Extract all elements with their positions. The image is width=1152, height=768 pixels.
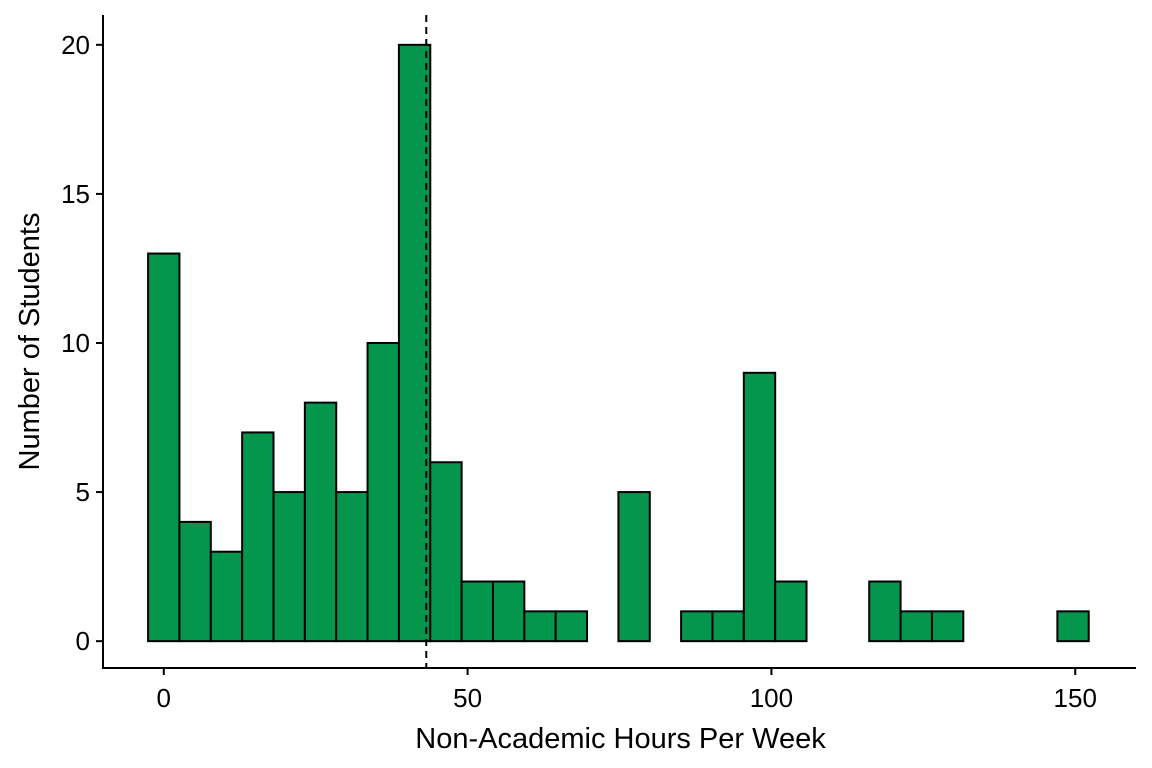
x-tick-label: 100 [750, 683, 793, 713]
y-axis-title: Number of Students [14, 213, 46, 471]
histogram-bar [523, 610, 557, 643]
histogram-bar [1056, 610, 1090, 643]
histogram-bar [178, 520, 212, 643]
histogram-bar [868, 580, 902, 643]
x-axis-title: Non-Academic Hours Per Week [415, 723, 826, 755]
x-tick-label: 0 [157, 683, 171, 713]
x-ticks-group: 0 50 100 150 [157, 668, 1097, 713]
y-tick-label: 15 [61, 179, 90, 209]
bars-group [147, 43, 1090, 643]
histogram-bar [397, 43, 432, 643]
histogram-bar [335, 491, 369, 643]
histogram-bar [774, 580, 808, 643]
histogram-bar [554, 610, 589, 643]
histogram-bar [617, 491, 651, 643]
x-tick-label: 150 [1054, 683, 1097, 713]
histogram-bar [460, 580, 494, 643]
y-ticks-group: 0 5 10 15 20 [61, 30, 103, 656]
y-tick-label: 5 [76, 477, 90, 507]
y-tick-label: 0 [76, 626, 90, 656]
histogram-bar [491, 580, 526, 643]
histogram-bar [429, 461, 463, 643]
y-tick-label: 10 [61, 328, 90, 358]
histogram-bar [899, 610, 933, 643]
y-tick-label: 20 [61, 30, 90, 60]
histogram-bar [711, 610, 745, 643]
histogram-bar [241, 431, 275, 643]
histogram-bar [366, 341, 400, 643]
histogram-bar [209, 550, 244, 643]
histogram-bar [303, 401, 338, 643]
x-tick-label: 50 [453, 683, 482, 713]
histogram-bar [742, 371, 777, 643]
histogram-bar [272, 491, 306, 643]
histogram-bar [930, 610, 965, 643]
histogram-bar [147, 252, 181, 643]
histogram-bar [680, 610, 714, 643]
